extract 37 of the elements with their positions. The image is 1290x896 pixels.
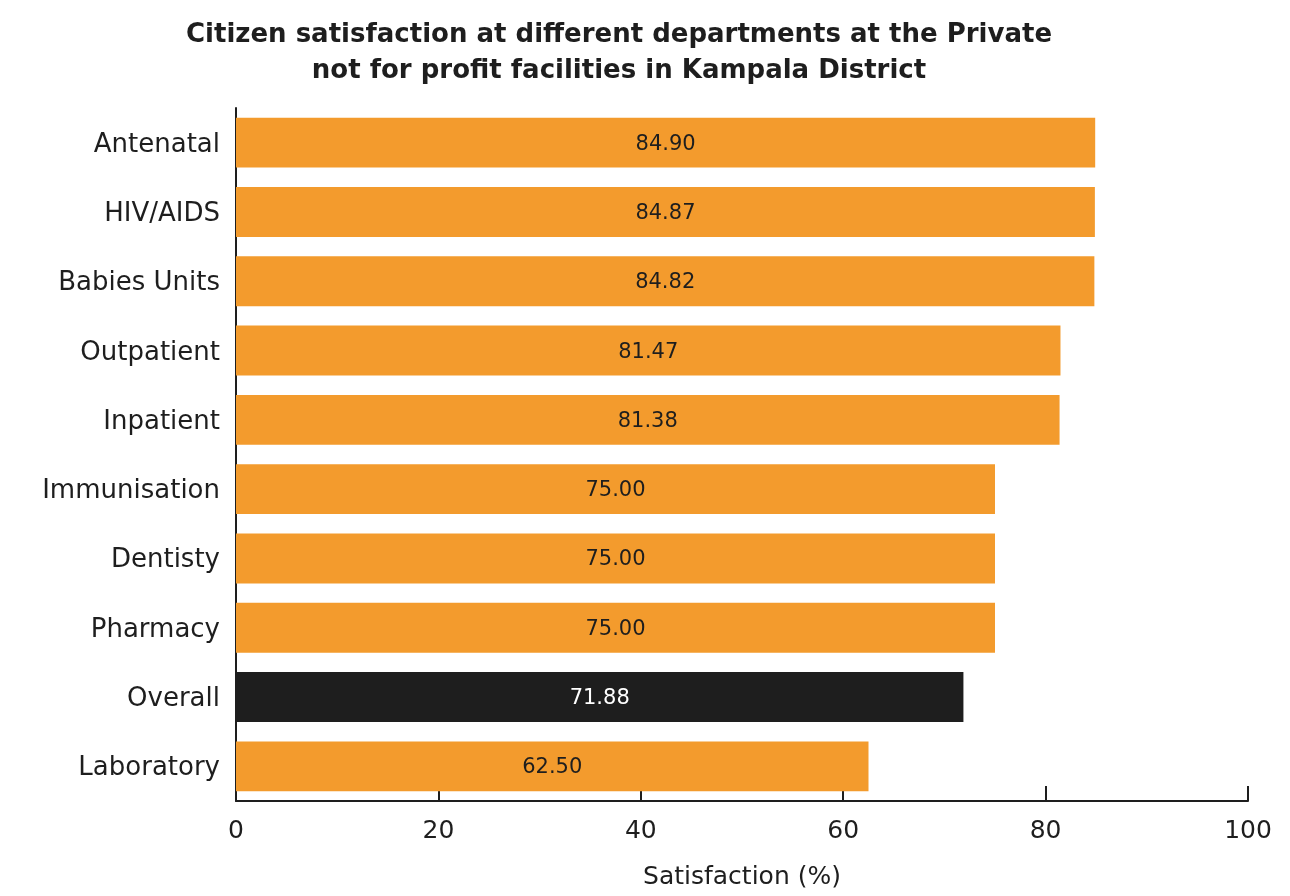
- y-tick-label: HIV/AIDS: [104, 196, 220, 227]
- bar: [236, 741, 869, 792]
- data-label: 81.38: [617, 407, 678, 432]
- data-label: 84.82: [635, 269, 696, 294]
- x-tick-label: 80: [1029, 815, 1062, 844]
- y-tick-label: Inpatient: [103, 404, 220, 435]
- bar: [236, 187, 1095, 237]
- data-label: 84.87: [635, 199, 696, 224]
- bar: [236, 464, 995, 515]
- y-tick-label: Overall: [127, 682, 220, 713]
- data-label: 75.00: [585, 546, 646, 571]
- x-axis-title: Satisfaction (%): [643, 861, 841, 890]
- bar: [236, 602, 995, 653]
- y-tick-label: Immunisation: [42, 474, 220, 505]
- bar: [236, 256, 1095, 307]
- y-tick-label: Pharmacy: [90, 612, 220, 643]
- bar: [236, 394, 1060, 445]
- x-tick-label: 100: [1224, 815, 1272, 844]
- data-label: 81.47: [618, 338, 679, 363]
- data-label: 75.00: [585, 477, 646, 502]
- x-tick-label: 60: [827, 815, 860, 844]
- data-label: 62.50: [522, 754, 583, 779]
- data-label: 84.90: [635, 130, 696, 155]
- x-tick-label: 20: [422, 815, 455, 844]
- y-tick-label: Dentisty: [110, 543, 220, 574]
- chart-title: Citizen satisfaction at different departments at the Private not for profit facilities in Kampala District: [185, 18, 1053, 84]
- y-tick-label: Outpatient: [80, 335, 220, 366]
- data-label: 75.00: [585, 615, 646, 640]
- y-tick-label: Antenatal: [93, 127, 220, 158]
- bar: [236, 533, 995, 584]
- y-tick-label: Laboratory: [78, 751, 220, 782]
- data-label: 71.88: [569, 685, 630, 710]
- x-tick-label: 40: [624, 815, 657, 844]
- y-tick-label: Babies Units: [58, 266, 220, 297]
- x-tick-label: 0: [228, 815, 244, 844]
- bar: [236, 117, 1096, 168]
- bar: [236, 325, 1061, 376]
